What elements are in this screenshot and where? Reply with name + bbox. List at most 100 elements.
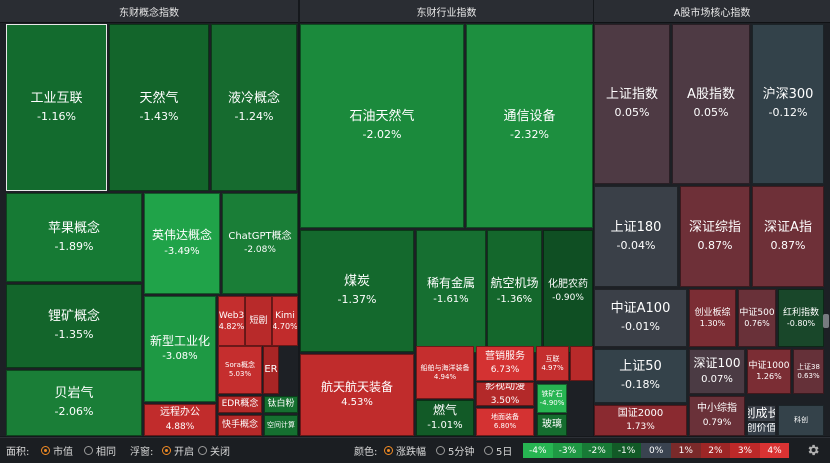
heatmap-tile[interactable]: 沪深300 -0.12%: [752, 24, 824, 184]
tile-change: -1.01%: [427, 420, 463, 432]
tile-name: 快手概念: [221, 420, 258, 431]
tile-name: 苹果概念: [47, 220, 100, 236]
heatmap-tile[interactable]: 化肥农药 -0.90%: [543, 230, 593, 353]
heatmap-tile[interactable]: 营销服务 6.73%: [476, 346, 534, 381]
heatmap-tile[interactable]: 中小综指 0.79%: [689, 396, 745, 436]
tile-name: 创成长: [748, 405, 775, 420]
heatmap-tile[interactable]: 深证100 0.07%: [689, 349, 745, 394]
heatmap-tile[interactable]: 国证2000 1.73%: [594, 405, 687, 436]
tile-name: 船舶与海洋装备: [420, 363, 470, 372]
tile-name: 玻璃: [542, 419, 562, 431]
tile-name: 上证50: [619, 359, 662, 375]
tile-name: 上证180: [610, 219, 662, 235]
heatmap-tile[interactable]: 煤炭 -1.37%: [300, 230, 414, 352]
heatmap-tile[interactable]: 深证综指 0.87%: [680, 186, 750, 287]
color-option-change[interactable]: 涨跌幅: [384, 438, 426, 463]
color-legend: -4% -3% -2% -1% 0% 1% 2% 3% 4%: [523, 443, 790, 458]
heatmap-tile[interactable]: 上证50 -0.18%: [594, 349, 687, 403]
heatmap-tile[interactable]: 上证指数 0.05%: [594, 24, 670, 184]
color-option-label: 涨跌幅: [396, 447, 426, 458]
color-option-5day[interactable]: 5日: [484, 438, 512, 463]
heatmap-tile[interactable]: 地面装备 6.80%: [476, 408, 534, 436]
heatmap-tile[interactable]: 互联 4.97%: [536, 346, 569, 381]
tile-change: 0.87%: [770, 238, 806, 252]
heatmap-tile[interactable]: 中证500 0.76%: [738, 289, 776, 347]
heatmap-tile[interactable]: 燃气 -1.01%: [416, 400, 474, 436]
heatmap-tile[interactable]: 创业板综 1.30%: [689, 289, 736, 347]
heatmap-tile[interactable]: 深证A指 0.87%: [752, 186, 824, 287]
heatmap-tile[interactable]: [570, 346, 593, 381]
heatmap-tile[interactable]: 钛白粉: [264, 396, 298, 413]
heatmap-tile[interactable]: 航空机场 -1.36%: [487, 230, 542, 353]
tile-name: 工业互联: [30, 90, 83, 106]
tile-name: 中证500: [739, 307, 775, 318]
area-option-market-cap[interactable]: 市值: [41, 438, 73, 463]
heatmap-tile[interactable]: 航天航天装备 4.53%: [300, 354, 414, 436]
legend-swatch: -3%: [552, 443, 583, 458]
heatmap-tile[interactable]: 玻璃: [537, 414, 567, 436]
float-option-on[interactable]: 开启: [162, 438, 194, 463]
panel-industry: 东财行业指数 石油天然气 -2.02% 通信设备 -2.32% 煤炭 -1.37% 稀有金属…: [300, 0, 593, 436]
tile-change: -3.49%: [164, 245, 200, 257]
area-option-equal[interactable]: 相同: [84, 438, 116, 463]
legend-swatch: 4%: [759, 443, 790, 458]
radio-selected-icon: [41, 446, 50, 455]
heatmap-tile[interactable]: 铁矿石 -4.90%: [537, 384, 567, 413]
heatmap-tile[interactable]: 红利指数 -0.80%: [778, 289, 824, 347]
gear-icon[interactable]: [806, 443, 820, 457]
heatmap-tile[interactable]: 贝岩气 -2.06%: [6, 370, 142, 436]
tile-name: 中小综指: [697, 403, 737, 415]
heatmap-tile[interactable]: 上证38 0.63%: [793, 349, 824, 394]
tile-name: 影视动漫: [485, 382, 525, 393]
tile-name: 沪深300: [762, 87, 814, 103]
heatmap-tile[interactable]: 液冷概念 -1.24%: [211, 24, 297, 191]
heatmap-tile[interactable]: 影视动漫 3.50%: [476, 382, 534, 406]
heatmap-tile[interactable]: A股指数 0.05%: [672, 24, 750, 184]
heatmap-tile[interactable]: 上证180 -0.04%: [594, 186, 678, 287]
tile-name: 创价值: [747, 423, 776, 435]
tile-change: 1.26%: [756, 372, 782, 382]
heatmap-tile[interactable]: 科创: [778, 405, 824, 436]
tile-change: -1.43%: [139, 109, 179, 123]
heatmap-tile[interactable]: Web3 4.82%: [218, 296, 245, 346]
heatmap-tile[interactable]: ER: [263, 346, 279, 394]
heatmap-tile[interactable]: 稀有金属 -1.61%: [416, 230, 486, 353]
heatmap-tile[interactable]: Kimi 4.70%: [272, 296, 298, 346]
heatmap-tile[interactable]: 通信设备 -2.32%: [466, 24, 593, 228]
heatmap-tile[interactable]: 锂矿概念 -1.35%: [6, 284, 142, 368]
heatmap-tile[interactable]: 快手概念: [218, 415, 262, 436]
heatmap-tile[interactable]: 苹果概念 -1.89%: [6, 193, 142, 282]
tile-name: 石油天然气: [349, 109, 415, 125]
heatmap-tile[interactable]: 石油天然气 -2.02%: [300, 24, 464, 228]
heatmap-tile[interactable]: Sora概念 5.03%: [218, 346, 262, 394]
tile-change: 0.07%: [701, 373, 733, 385]
tile-change: -1.24%: [234, 109, 274, 123]
heatmap-tile[interactable]: 创价值: [747, 422, 776, 436]
heatmap-tile[interactable]: 船舶与海洋装备 4.94%: [416, 346, 474, 399]
heatmap-tile[interactable]: 新型工业化 -3.08%: [144, 296, 216, 402]
float-option-off[interactable]: 关闭: [198, 438, 230, 463]
tile-name: 红利指数: [782, 307, 819, 318]
heatmap-tile[interactable]: 创成长: [747, 405, 776, 422]
tile-name: 燃气: [432, 402, 457, 417]
heatmap-tile[interactable]: 远程办公 4.88%: [144, 404, 216, 436]
heatmap-tile[interactable]: 短剧: [245, 296, 272, 346]
scrollbar-thumb[interactable]: [823, 314, 829, 328]
heatmap-tile[interactable]: 天然气 -1.43%: [109, 24, 209, 191]
color-option-5min[interactable]: 5分钟: [436, 438, 474, 463]
tile-change: -0.80%: [786, 318, 816, 328]
heatmap-tile[interactable]: 空间计算: [264, 415, 298, 436]
tile-change: 1.73%: [626, 422, 655, 433]
tile-change: 4.82%: [218, 321, 245, 331]
heatmap-tile[interactable]: 中证A100 -0.01%: [594, 289, 687, 347]
color-option-label: 5分钟: [448, 447, 475, 458]
heatmap-tile[interactable]: EDR概念: [218, 396, 262, 413]
heatmap-tile[interactable]: 英伟达概念 -3.49%: [144, 193, 220, 294]
tile-change: -1.89%: [54, 239, 94, 253]
tile-change: -1.16%: [37, 109, 76, 123]
legend-swatch: 1%: [670, 443, 701, 458]
heatmap-tile[interactable]: ChatGPT概念 -2.08%: [222, 193, 298, 294]
tile-change: -0.12%: [768, 106, 808, 120]
heatmap-tile[interactable]: 工业互联 -1.16%: [6, 24, 107, 191]
heatmap-tile[interactable]: 中证1000 1.26%: [747, 349, 791, 394]
